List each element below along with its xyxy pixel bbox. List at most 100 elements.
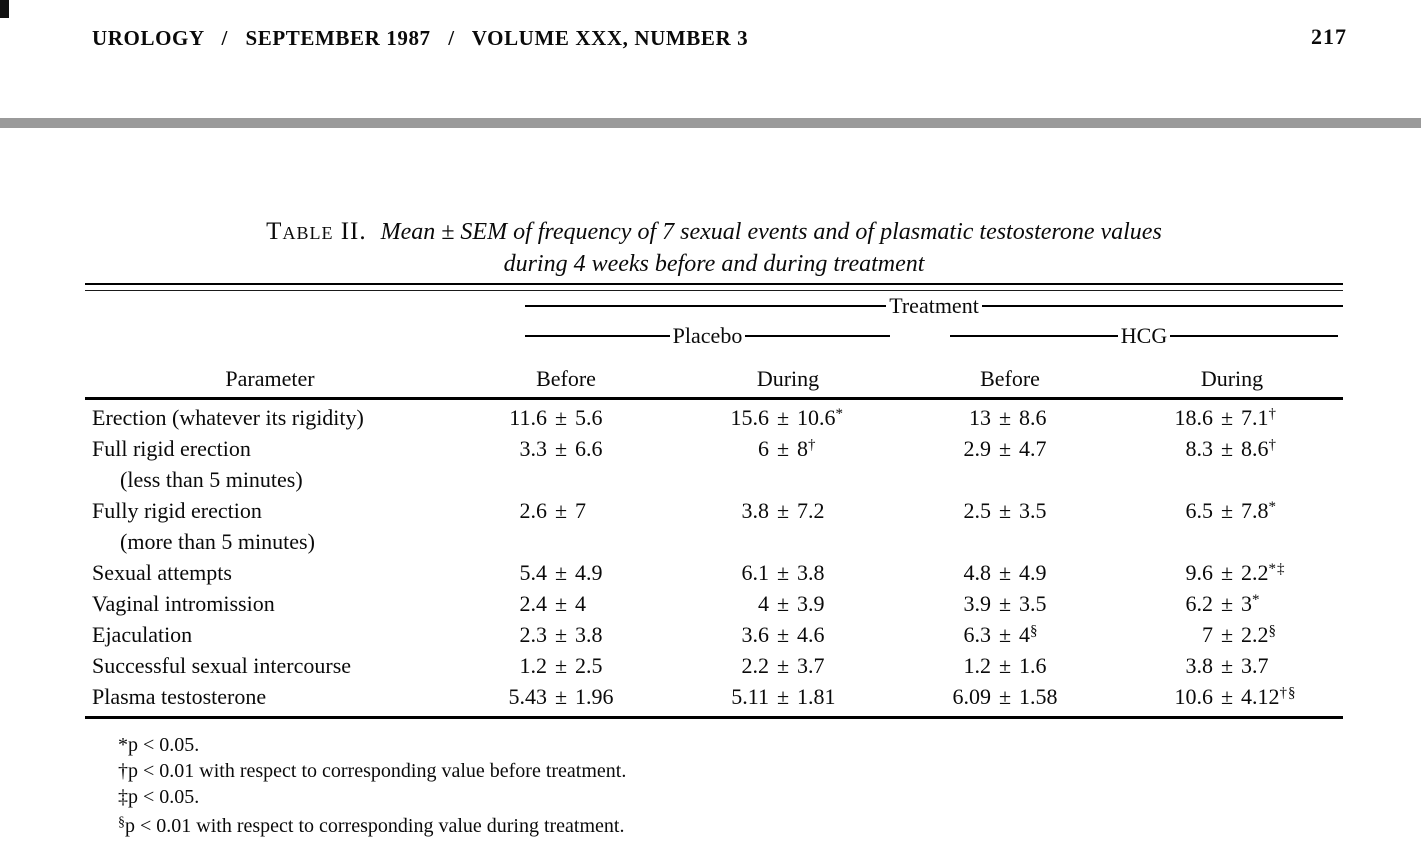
group-header-row-treatment: Treatment [85, 291, 1343, 320]
sem-value: 4 [1019, 622, 1031, 647]
value-cell: 6.2 ±3* [1121, 588, 1343, 619]
significance-mark: * [1268, 499, 1278, 515]
plus-minus: ± [554, 591, 568, 616]
mean-value: 2.3 [519, 622, 547, 647]
sem-value: 4 [575, 591, 587, 616]
plus-minus: ± [1220, 622, 1234, 647]
mean-value: 1.2 [963, 653, 991, 678]
rule-segment [745, 334, 890, 337]
sem-value: 1.58 [1019, 684, 1058, 709]
treatment-group-header: Treatment [525, 293, 1343, 319]
value-cell: 2.9 ±4.7 [899, 433, 1121, 495]
significance-mark: †§ [1279, 685, 1297, 701]
value-cell: 10.6 ±4.12†§ [1121, 681, 1343, 712]
table-row: Vaginal intromission 2.4 ±4 4 ±3.9 3.9 ±3.5… [85, 588, 1343, 619]
value-cell: 1.2 ±2.5 [455, 650, 677, 681]
table-row: Plasma testosterone 5.43 ±1.96 5.11 ±1.81 … [85, 681, 1343, 712]
rule-segment [525, 304, 887, 307]
mean-value: 2.4 [519, 591, 547, 616]
treatment-group-label: Treatment [889, 292, 979, 318]
footnote: §p < 0.01 with respect to corresponding … [118, 810, 1343, 839]
plus-minus: ± [554, 684, 568, 709]
value-cell: 3.8 ±7.2 [677, 495, 899, 557]
plus-minus: ± [998, 622, 1012, 647]
footnote-text: p < 0.01 with respect to corresponding v… [128, 760, 627, 782]
column-header-placebo-before: Before [536, 366, 596, 391]
parameter-name: Successful sexual intercourse [92, 653, 352, 678]
footnote: *p < 0.05. [118, 732, 1343, 758]
value-cell: 4.8 ±4.9 [899, 557, 1121, 588]
sem-value: 6.6 [575, 436, 603, 461]
footnote-mark: § [118, 815, 125, 830]
footnote-text: p < 0.01 with respect to corresponding v… [125, 815, 625, 837]
sem-value: 2.2 [1241, 560, 1269, 585]
table-top-rule [85, 283, 1343, 291]
sem-value: 3 [1241, 591, 1253, 616]
hcg-group-header: HCG [950, 323, 1339, 349]
sem-value: 2.2 [1241, 622, 1269, 647]
group-header-row-arms: Placebo HCG [85, 320, 1343, 351]
parameter-name: Sexual attempts [92, 560, 232, 585]
value-cell: 6.3 ±4§ [899, 619, 1121, 650]
placebo-group-header: Placebo [525, 323, 890, 349]
column-header-placebo-during: During [756, 366, 820, 391]
plus-minus: ± [554, 622, 568, 647]
footnote-mark: * [118, 734, 128, 756]
sem-value: 7 [575, 498, 587, 523]
sem-value: 10.6 [797, 405, 836, 430]
value-cell: 5.11 ±1.81 [677, 681, 899, 712]
value-cell: 13 ±8.6 [899, 402, 1121, 433]
sem-value: 4.9 [1019, 560, 1047, 585]
value-cell: 2.4 ±4 [455, 588, 677, 619]
mean-value: 5.43 [508, 684, 547, 709]
plus-minus: ± [776, 653, 790, 678]
sem-value: 1.6 [1019, 653, 1047, 678]
significance-mark: * [835, 406, 845, 422]
rule-segment [981, 304, 1343, 307]
value-cell: 6.09 ±1.58 [899, 681, 1121, 712]
table-row: Sexual attempts 5.4 ±4.9 6.1 ±3.8 4.8 ±4.9 … [85, 557, 1343, 588]
mean-value: 3.8 [741, 498, 769, 523]
mean-value: 5.4 [519, 560, 547, 585]
sem-value: 3.8 [575, 622, 603, 647]
value-cell: 2.2 ±3.7 [677, 650, 899, 681]
parameter-name: Erection (whatever its rigidity) [92, 405, 364, 430]
plus-minus: ± [998, 405, 1012, 430]
sem-value: 3.7 [797, 653, 825, 678]
plus-minus: ± [1220, 498, 1234, 523]
sem-value: 8 [797, 436, 809, 461]
sem-value: 3.5 [1019, 498, 1047, 523]
sem-value: 8.6 [1019, 405, 1047, 430]
sem-value: 5.6 [575, 405, 603, 430]
value-cell: 1.2 ±1.6 [899, 650, 1121, 681]
value-cell: 2.6 ±7 [455, 495, 677, 557]
table-row: Successful sexual intercourse 1.2 ±2.5 2.… [85, 650, 1343, 681]
scan-artifact [0, 0, 9, 18]
mean-value: 6.5 [1185, 498, 1213, 523]
sem-value: 4.6 [797, 622, 825, 647]
sem-value: 7.8 [1241, 498, 1269, 523]
value-cell: 7 ±2.2§ [1121, 619, 1343, 650]
mean-value: 3.3 [519, 436, 547, 461]
plus-minus: ± [1220, 405, 1234, 430]
plus-minus: ± [776, 684, 790, 709]
mean-value: 13 [968, 405, 991, 430]
value-cell: 8.3 ±8.6† [1121, 433, 1343, 495]
mean-value: 5.11 [731, 684, 769, 709]
mean-value: 2.5 [963, 498, 991, 523]
plus-minus: ± [554, 436, 568, 461]
data-table: Treatment Placebo HCG Parameter Before D… [85, 283, 1343, 839]
table-row: Full rigid erection (less than 5 minutes… [85, 433, 1343, 495]
mean-value: 3.9 [963, 591, 991, 616]
mean-value: 7 [1201, 622, 1213, 647]
table-title: Table II. Mean ± SEM of frequency of 7 se… [85, 216, 1343, 280]
mean-value: 15.6 [730, 405, 769, 430]
value-cell: 2.3 ±3.8 [455, 619, 677, 650]
running-head: UROLOGY / SEPTEMBER 1987 / VOLUME XXX, N… [92, 26, 749, 50]
value-cell: 4 ±3.9 [677, 588, 899, 619]
parameter-name: Fully rigid erection [92, 498, 262, 523]
mean-value: 1.2 [519, 653, 547, 678]
value-cell: 6.1 ±3.8 [677, 557, 899, 588]
plus-minus: ± [776, 405, 790, 430]
